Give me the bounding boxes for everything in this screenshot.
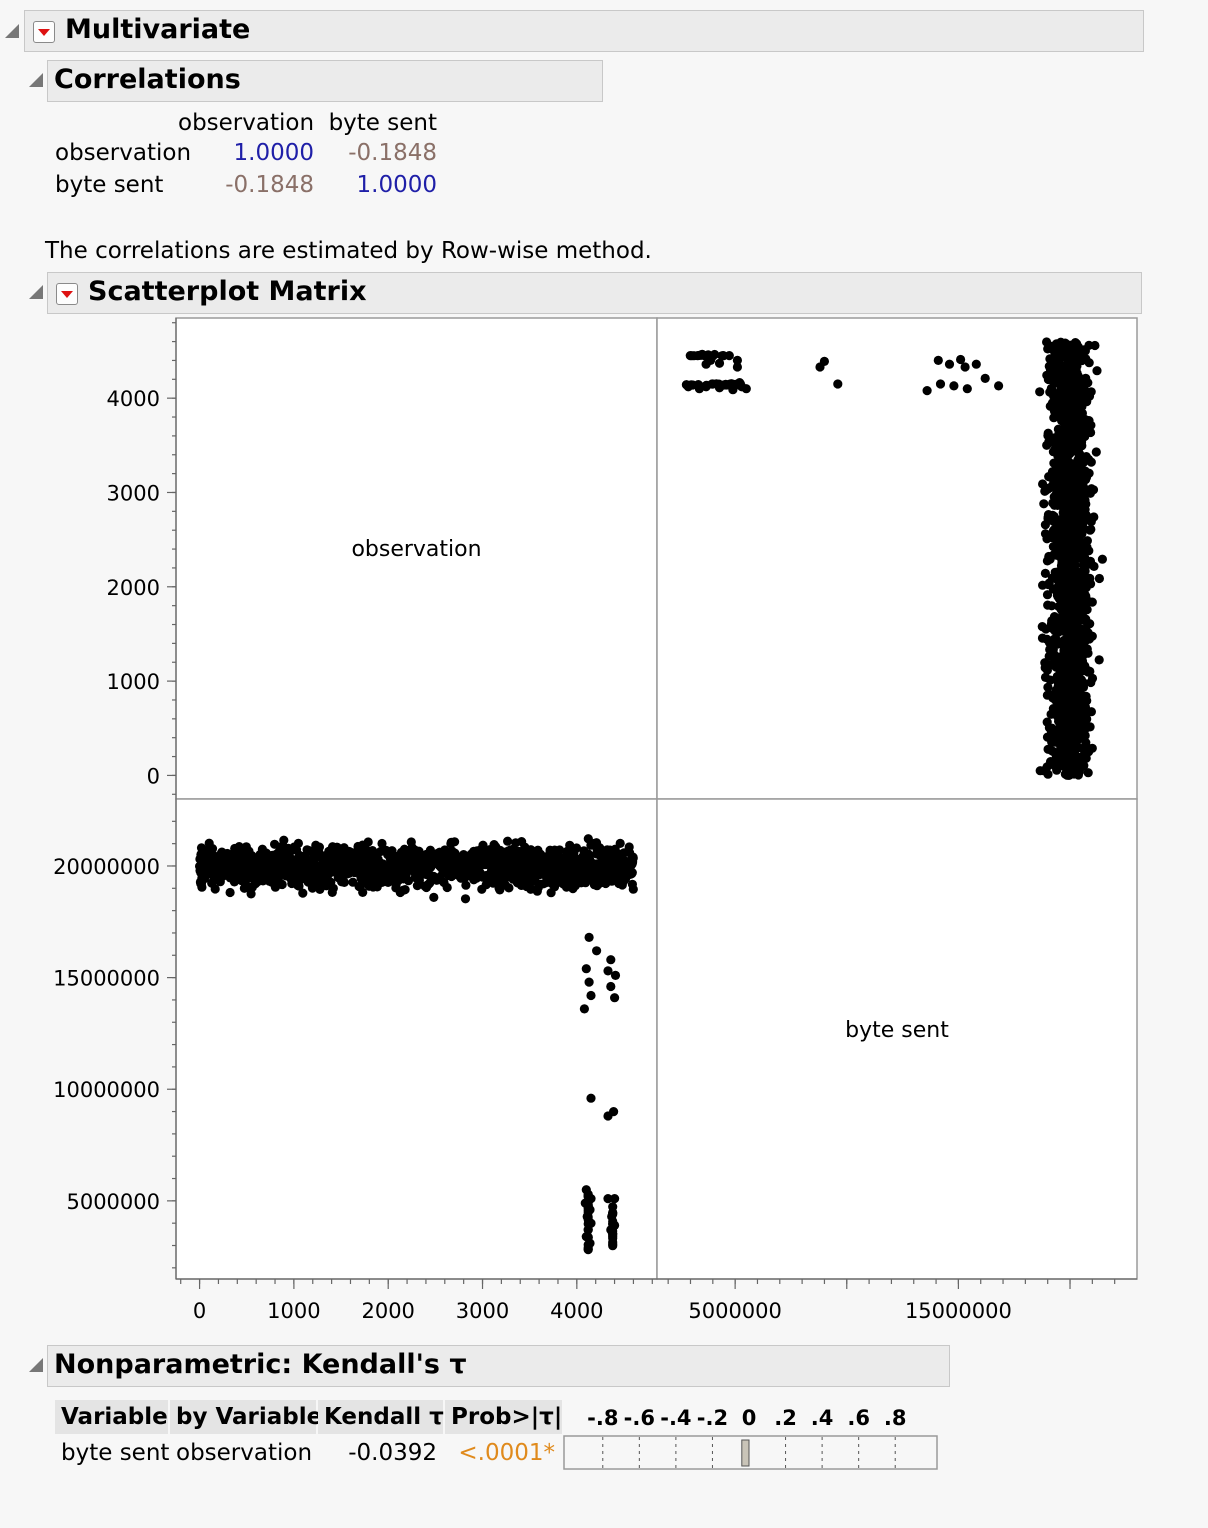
kendall-bar-tick-label: .2 <box>774 1406 797 1430</box>
data-point <box>421 882 431 893</box>
data-point <box>572 843 582 853</box>
red-triangle-menu-icon[interactable] <box>33 21 55 43</box>
scatterplot-matrix-header: Scatterplot Matrix <box>47 272 1142 314</box>
data-point <box>387 852 397 862</box>
data-point <box>439 877 449 888</box>
data-point <box>270 882 280 892</box>
kendall-bar-tick-label: -.4 <box>660 1406 691 1430</box>
kendall-tau-bar <box>741 1439 750 1467</box>
red-triangle-menu-icon[interactable] <box>56 283 78 305</box>
outline-toggle-icon[interactable] <box>27 71 45 89</box>
corr-value: 1.0000 <box>233 140 314 166</box>
data-point <box>503 836 513 846</box>
data-point <box>431 874 442 884</box>
col-header-byte-sent: byte sent <box>328 110 437 136</box>
data-point <box>298 888 308 898</box>
kendall-bar-tick-label: .4 <box>811 1406 834 1430</box>
cell-observation-diagonal <box>175 317 658 800</box>
data-point <box>446 871 457 882</box>
data-point <box>376 872 386 882</box>
cell-byte-sent-diagonal <box>656 798 1138 1280</box>
kendall-bar-tick-label: -.8 <box>587 1406 618 1430</box>
data-point <box>429 892 439 903</box>
data-point <box>328 883 338 893</box>
kendall-bar-frame <box>563 1435 938 1470</box>
kendall-bar-tick-label: .6 <box>847 1406 870 1430</box>
data-point <box>225 887 235 898</box>
outline-toggle-icon[interactable] <box>3 22 21 40</box>
outline-toggle-icon[interactable] <box>27 283 45 301</box>
kendall-bar-tick-label: -.2 <box>697 1406 728 1430</box>
multivariate-header: Multivariate <box>24 10 1144 52</box>
kendall-bar-tick-label: 0 <box>742 1406 757 1430</box>
data-point <box>348 877 358 887</box>
row-label-observation: observation <box>55 140 192 166</box>
data-point <box>427 858 437 868</box>
data-point <box>628 884 638 894</box>
kendall-bar-tick-label: -.6 <box>624 1406 655 1430</box>
correlations-header: Correlations <box>47 60 603 102</box>
data-point <box>346 850 356 860</box>
data-point <box>494 848 504 858</box>
correlations-title: Correlations <box>54 64 241 95</box>
data-point <box>207 878 217 888</box>
data-point <box>530 875 540 886</box>
data-point <box>461 880 471 890</box>
data-point <box>605 845 615 855</box>
kendall-bar-tick-label: .8 <box>884 1406 907 1430</box>
data-point <box>489 840 499 850</box>
col-header-observation: observation <box>178 110 315 136</box>
data-point <box>358 854 369 864</box>
corr-value: 1.0000 <box>356 172 437 198</box>
row-label-byte-sent: byte sent <box>55 172 164 198</box>
data-point <box>270 839 280 849</box>
data-point <box>311 840 321 850</box>
data-point <box>517 837 527 847</box>
correlations-method-note: The correlations are estimated by Row-wi… <box>45 238 652 264</box>
data-point <box>514 878 524 888</box>
data-point <box>460 894 471 904</box>
scatterplot-matrix-title: Scatterplot Matrix <box>88 276 367 307</box>
multivariate-title: Multivariate <box>65 14 251 45</box>
data-point <box>450 837 460 847</box>
corr-value: -0.1848 <box>348 140 437 166</box>
corr-value: -0.1848 <box>225 172 314 198</box>
